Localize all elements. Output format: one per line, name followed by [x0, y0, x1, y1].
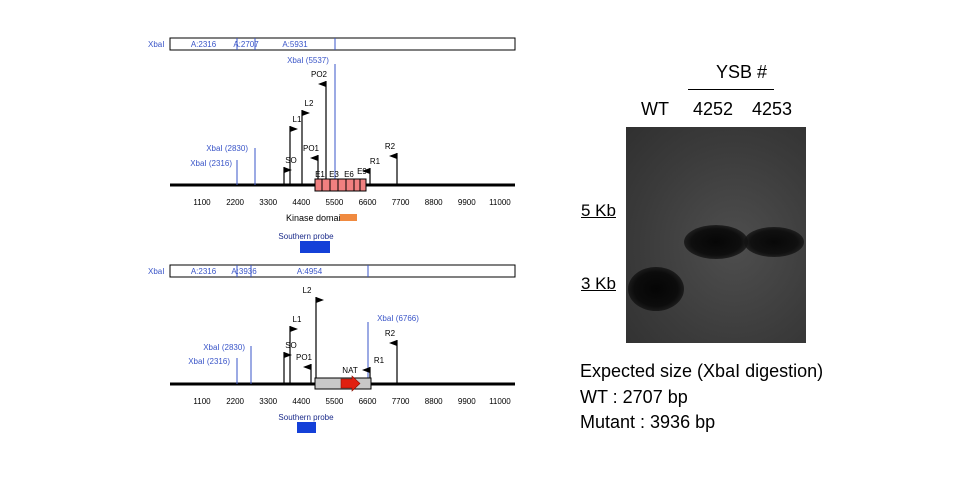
- mut-tick-label: 5500: [326, 397, 344, 406]
- wt-xba-bar-enzyme-label: XbaI: [148, 40, 164, 49]
- expected-size-wt: WT : 2707 bp: [580, 387, 688, 407]
- mut-xba-bar-segment: A:3936: [231, 267, 257, 276]
- mut-tick-label: 9900: [458, 397, 476, 406]
- wt-exon-e6: E6: [344, 170, 354, 179]
- mut-tick-label: 7700: [392, 397, 410, 406]
- mut-primer-l1-arrow: [290, 326, 298, 332]
- wt-xba-2316-label: XbaI (2316): [190, 159, 232, 168]
- wild-type-map: XbaI A:2316 A:2707 A:5931 1100 2200 3300 4400 55…: [148, 37, 516, 253]
- mut-primer-l2-label: L2: [303, 286, 312, 295]
- lane-label-4253: 4253: [752, 99, 793, 119]
- mut-primer-r1-arrow: [362, 367, 370, 373]
- wt-exon-e9: E9: [357, 167, 367, 176]
- lane-label-wt: WT: [641, 99, 669, 119]
- mut-primer-po1-label: PO1: [296, 353, 313, 362]
- kinase-domain-box: [340, 214, 357, 221]
- mut-tick-label: 4400: [292, 397, 310, 406]
- wt-primer-l1-label: L1: [293, 115, 302, 124]
- wt-primer-po2-label: PO2: [311, 70, 328, 79]
- expected-size-title: Expected size (XbaI digestion): [580, 361, 824, 381]
- wt-xba-5537-label: XbaI (5537): [287, 56, 329, 65]
- mut-xba-2316-label: XbaI (2316): [188, 357, 230, 366]
- mut-xba-2830-label: XbaI (2830): [203, 343, 245, 352]
- mut-primer-so-arrow: [284, 352, 292, 358]
- wt-tick-label: 3300: [259, 198, 277, 207]
- lane-label-4252: 4252: [693, 99, 734, 119]
- mut-primer-l1-label: L1: [293, 315, 302, 324]
- wt-xba-bar-segment: A:2316: [191, 40, 217, 49]
- mut-tick-label: 6600: [359, 397, 377, 406]
- wt-primer-po1-label: PO1: [303, 144, 320, 153]
- expected-size-mutant: Mutant : 3936 bp: [580, 412, 716, 432]
- wt-probe-label: Southern probe: [278, 232, 334, 241]
- wt-xba-bar-segment: A:2707: [233, 40, 259, 49]
- band-4253: [744, 227, 804, 257]
- wt-primer-l2-label: L2: [305, 99, 314, 108]
- mut-primer-r1-label: R1: [374, 356, 385, 365]
- wt-primer-l2-arrow: [302, 110, 310, 116]
- mut-tick-label: 2200: [226, 397, 244, 406]
- wt-primer-so-arrow: [284, 167, 292, 173]
- mut-primer-po1-arrow: [303, 364, 311, 370]
- mut-primer-r2-arrow: [389, 340, 397, 346]
- nat-label: NAT: [342, 366, 358, 375]
- wt-tick-label: 1100: [193, 198, 211, 207]
- wt-primer-po2-arrow: [318, 81, 326, 87]
- wt-primer-r2-label: R2: [385, 142, 396, 151]
- mut-tick-label: 1100: [193, 397, 211, 406]
- mut-southern-probe: [297, 422, 316, 433]
- mut-primer-l2-arrow: [316, 297, 324, 303]
- wt-xba-2830-label: XbaI (2830): [206, 144, 248, 153]
- wt-tick-label: 4400: [292, 198, 310, 207]
- mut-xba-bar-box: [169, 264, 516, 278]
- wt-primer-so-label: SO: [285, 156, 297, 165]
- wt-tick-label: 7700: [392, 198, 410, 207]
- band-wt: [628, 267, 684, 311]
- wt-tick-label: 6600: [359, 198, 377, 207]
- wt-exon-e1: E1: [315, 170, 325, 179]
- wt-exon-e3: E3: [329, 170, 339, 179]
- wt-tick-label: 11000: [489, 198, 511, 207]
- wt-southern-probe: [300, 241, 330, 253]
- mut-xba-6766-label: XbaI (6766): [377, 314, 419, 323]
- nat-arrow: [340, 375, 361, 392]
- mut-tick-label: 11000: [489, 397, 511, 406]
- wt-tick-label: 5500: [326, 198, 344, 207]
- mut-xba-bar-enzyme-label: XbaI: [148, 267, 164, 276]
- mut-xba-bar-segment: A:4954: [297, 267, 323, 276]
- wt-tick-label: 2200: [226, 198, 244, 207]
- marker-5kb: 5 Kb: [581, 201, 616, 220]
- mutant-map: XbaI A:2316 A:3936 A:4954 1100 2200 3300 4400 55…: [148, 264, 516, 433]
- ysb-group-label: YSB #: [716, 62, 768, 82]
- band-4252: [684, 225, 748, 259]
- wt-xba-bar-segment: A:5931: [282, 40, 308, 49]
- kinase-domain-label: Kinase domain: [286, 213, 346, 223]
- southern-blot-image: [626, 127, 806, 343]
- marker-3kb: 3 Kb: [581, 274, 616, 293]
- ysb-underline: [688, 89, 774, 90]
- mut-tick-label: 3300: [259, 397, 277, 406]
- wt-primer-l1-arrow: [290, 126, 298, 132]
- wt-exon-block: [314, 178, 367, 192]
- mut-primer-so-label: SO: [285, 341, 297, 350]
- wt-primer-r1-arrow: [362, 168, 370, 174]
- wt-primer-r1-label: R1: [370, 157, 381, 166]
- wt-tick-label: 9900: [458, 198, 476, 207]
- mut-xba-bar-segment: A:2316: [191, 267, 217, 276]
- mut-probe-label: Southern probe: [278, 413, 334, 422]
- wt-primer-r2-arrow: [389, 153, 397, 159]
- wt-primer-po1-arrow: [310, 155, 318, 161]
- mut-tick-label: 8800: [425, 397, 443, 406]
- mut-primer-r2-label: R2: [385, 329, 396, 338]
- wt-xba-bar-box: [169, 37, 516, 51]
- wt-tick-label: 8800: [425, 198, 443, 207]
